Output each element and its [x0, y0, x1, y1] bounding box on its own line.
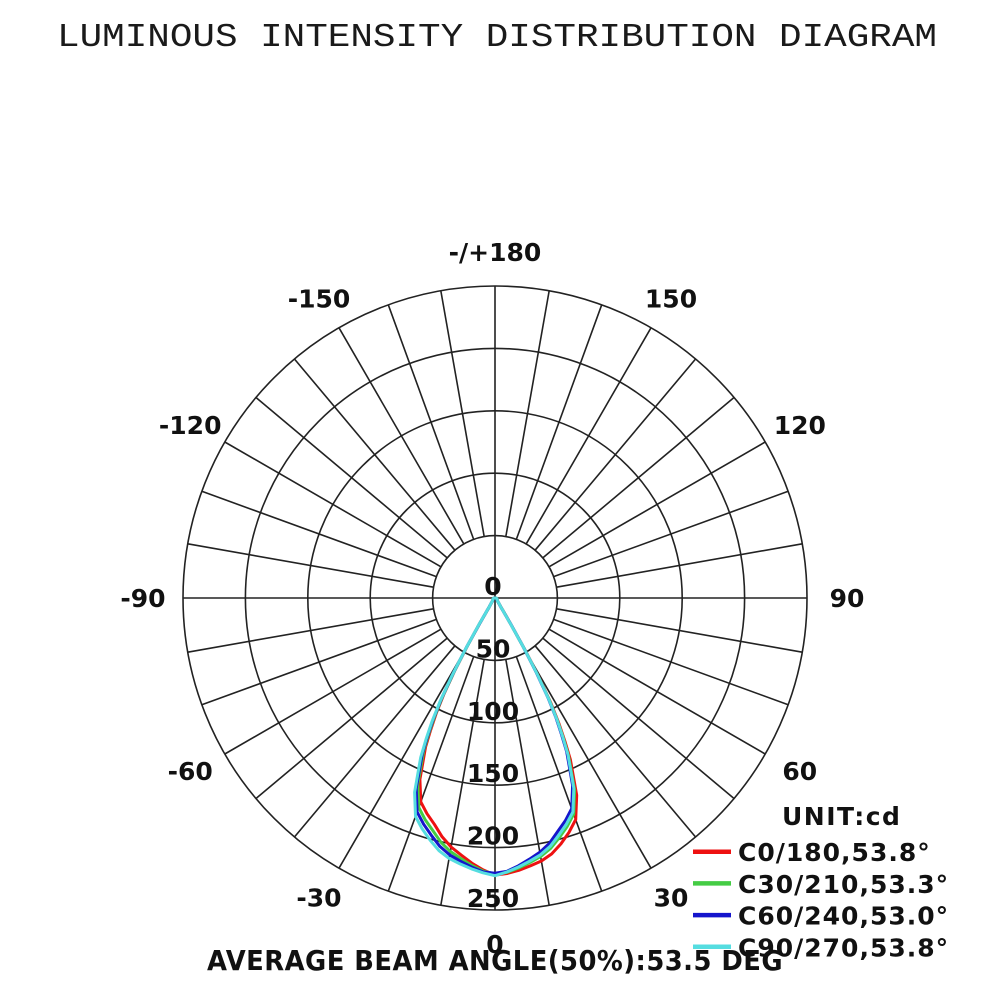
legend-item-label: C60/240,53.0°: [738, 902, 949, 931]
grid-spoke: [255, 396, 448, 559]
radial-tick-label: 250: [467, 884, 519, 913]
grid-spoke: [515, 656, 603, 892]
legend-item-label: C30/210,53.3°: [738, 870, 949, 899]
average-beam-angle-note: AVERAGE BEAM ANGLE(50%):53.5 DEG: [207, 944, 783, 977]
angle-label: -30: [296, 884, 341, 913]
radial-tick-labels: 0 50 100 150 200 250: [467, 572, 519, 913]
legend-unit-label: UNIT:cd: [782, 802, 901, 831]
series-curve-c90-270: [413, 596, 576, 878]
grid-spoke: [224, 628, 442, 755]
angle-label: -150: [288, 284, 351, 313]
grid-spoke: [187, 608, 434, 653]
angle-label: 90: [830, 584, 865, 613]
grid-spoke: [525, 651, 652, 869]
angle-label: -60: [168, 757, 213, 786]
grid-spoke: [440, 290, 485, 537]
angle-label: -120: [159, 411, 222, 440]
grid-spoke: [542, 396, 735, 559]
radial-tick-label: 0: [484, 572, 501, 601]
grid-spoke: [534, 645, 697, 838]
legend-item-label: C90/270,53.8°: [738, 933, 949, 962]
grid-spoke: [201, 618, 437, 706]
grid-spoke: [505, 659, 550, 906]
grid-spoke: [556, 543, 803, 588]
angle-label: -90: [120, 584, 165, 613]
polar-grid: [182, 285, 808, 911]
grid-spoke: [187, 543, 434, 588]
radial-tick-label: 150: [467, 759, 519, 788]
grid-spoke: [224, 441, 442, 568]
grid-spoke: [525, 327, 652, 545]
grid-spoke: [387, 656, 475, 892]
grid-spoke: [542, 637, 735, 800]
grid-spoke: [548, 628, 766, 755]
angle-label: 30: [654, 884, 689, 913]
grid-spoke: [338, 327, 465, 545]
legend-item-label: C0/180,53.8°: [738, 838, 931, 867]
radial-tick-label: 50: [476, 634, 511, 663]
radial-tick-label: 100: [467, 697, 519, 726]
intensity-curves: [413, 596, 579, 878]
angle-label: 60: [782, 757, 817, 786]
grid-spoke: [201, 490, 437, 578]
radial-tick-label: 200: [467, 822, 519, 851]
grid-spoke: [515, 304, 603, 540]
grid-spoke: [553, 490, 789, 578]
grid-spoke: [338, 651, 465, 869]
grid-spoke: [556, 608, 803, 653]
grid-spoke: [293, 645, 456, 838]
grid-spoke: [553, 618, 789, 706]
grid-spoke: [440, 659, 485, 906]
angle-label: 0: [486, 930, 503, 959]
angle-label: 120: [774, 411, 826, 440]
grid-spoke: [255, 637, 448, 800]
grid-spoke: [548, 441, 766, 568]
grid-spoke: [293, 358, 456, 551]
angle-label: 150: [645, 284, 697, 313]
grid-spoke: [387, 304, 475, 540]
page-title: LUMINOUS INTENSITY DISTRIBUTION DIAGRAM: [57, 19, 937, 56]
grid-spoke: [534, 358, 697, 551]
grid-spoke: [505, 290, 550, 537]
legend: UNIT:cd C0/180,53.8° C30/210,53.3° C60/240…: [693, 802, 949, 962]
angle-label: -/+180: [449, 238, 542, 267]
angle-labels: -/+180 -150 150 -120 120 -90 90 -60 60 -30 30 0: [120, 238, 864, 959]
